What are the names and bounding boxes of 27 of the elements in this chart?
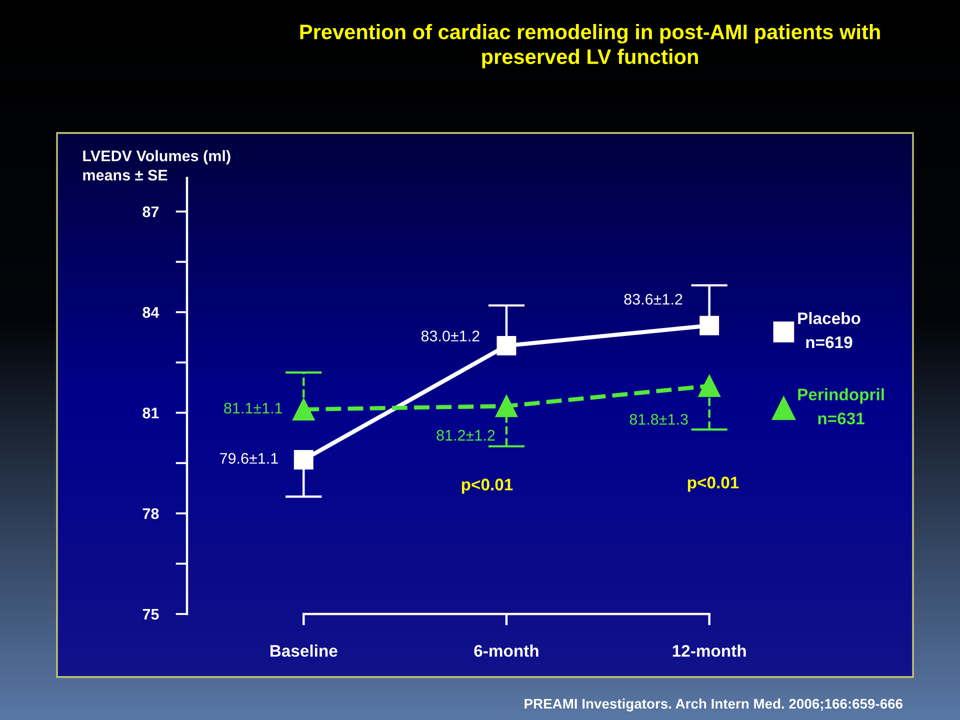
y-tick-label: 87 bbox=[142, 206, 159, 218]
data-label: 83.0±1.2 bbox=[421, 330, 480, 342]
y-tick-label: 75 bbox=[142, 609, 159, 620]
annotation: p<0.01 bbox=[688, 476, 739, 492]
data-label: 83.6±1.2 bbox=[624, 294, 682, 305]
y-axis-title: LVEDV Volumes (ml) means ± SE bbox=[83, 150, 230, 181]
point bbox=[495, 394, 518, 418]
data-label: 81.2±1.2 bbox=[436, 430, 495, 441]
point bbox=[292, 398, 315, 421]
point bbox=[698, 374, 720, 398]
text: PREAMI Investigators. Arch Intern Med. 2006;166:659-666 bbox=[524, 698, 903, 712]
y-tick-label: 78 bbox=[142, 508, 159, 520]
annotation: p<0.01 bbox=[462, 478, 513, 494]
data-label: 81.1±1.1 bbox=[224, 402, 282, 414]
legend-label: Placebo n=619 bbox=[798, 312, 860, 348]
legend-label: Perindopril n=631 bbox=[798, 388, 884, 424]
point bbox=[700, 316, 720, 336]
data-label: 79.6±1.1 bbox=[220, 453, 278, 464]
y-tick-label: 84 bbox=[142, 307, 160, 318]
x-tick-label: 6-month bbox=[474, 644, 538, 657]
point bbox=[294, 450, 314, 470]
data-label: 81.8±1.3 bbox=[630, 414, 688, 425]
y-tick-label: 81 bbox=[142, 408, 159, 418]
point bbox=[496, 336, 516, 356]
x-tick-label: Baseline bbox=[270, 644, 338, 657]
chart-title: Prevention of cardiac remodeling in post-AMI patients with preserved LV function bbox=[300, 24, 880, 68]
x-tick-label: 12-month bbox=[672, 644, 746, 657]
